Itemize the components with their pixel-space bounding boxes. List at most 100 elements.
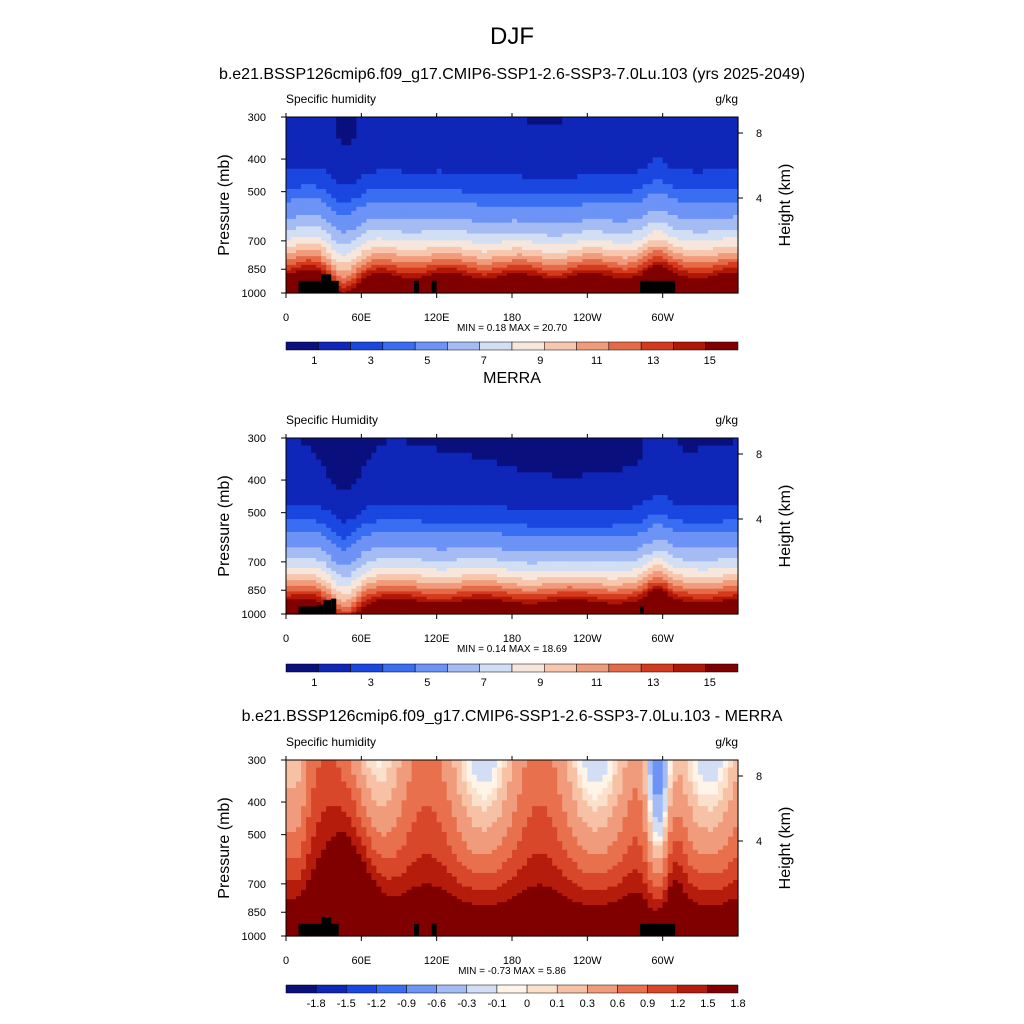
- field-cell: [326, 230, 332, 235]
- field-cell: [667, 145, 674, 152]
- colorbar-swatch: [576, 341, 610, 351]
- field-cell: [446, 445, 453, 454]
- field-cell: [296, 489, 302, 496]
- colorbar-swatch: [414, 341, 448, 351]
- field-cell: [361, 240, 367, 245]
- field-cell: [451, 290, 458, 294]
- field-cell: [476, 495, 483, 501]
- field-cell: [446, 438, 453, 447]
- field-cell: [296, 478, 302, 485]
- field-cell: [622, 495, 629, 501]
- field-cell: [517, 275, 523, 279]
- field-cell: [512, 226, 518, 231]
- field-cell: [512, 230, 518, 235]
- field-cell: [491, 278, 498, 282]
- field-cell: [707, 495, 714, 501]
- field-cell: [642, 495, 649, 501]
- field-cell: [552, 267, 558, 272]
- field-cell: [592, 218, 598, 224]
- field-cell: [471, 472, 478, 479]
- field-cell: [356, 283, 362, 287]
- field-cell: [652, 270, 659, 274]
- field-cell: [712, 117, 719, 126]
- field-cell: [627, 184, 634, 190]
- field-cell: [301, 259, 307, 263]
- field-cell: [301, 230, 307, 235]
- field-cell: [456, 452, 463, 461]
- field-cell: [491, 157, 498, 164]
- field-cell: [421, 290, 428, 294]
- field-cell: [336, 174, 342, 180]
- field-cell: [562, 193, 568, 199]
- field-cell: [567, 131, 573, 140]
- field-cell: [592, 484, 598, 491]
- field-cell: [426, 290, 433, 294]
- field-cell: [416, 188, 423, 195]
- field-cell: [707, 151, 714, 158]
- field-cell: [577, 124, 583, 133]
- field-cell: [351, 267, 357, 272]
- field-cell: [667, 278, 674, 282]
- field-cell: [707, 240, 714, 245]
- field-cell: [361, 188, 367, 195]
- field-cell: [461, 193, 468, 199]
- field-cell: [291, 484, 297, 491]
- field-cell: [291, 233, 297, 238]
- field-cell: [672, 226, 679, 231]
- field-cell: [331, 250, 337, 254]
- field-cell: [722, 168, 729, 175]
- field-cell: [642, 246, 649, 251]
- field-cell: [702, 243, 709, 248]
- field-cell: [682, 163, 689, 170]
- field-cell: [471, 202, 478, 208]
- field-cell: [622, 484, 629, 491]
- field-cell: [667, 151, 674, 158]
- field-cell: [431, 264, 438, 269]
- field-cell: [306, 193, 312, 199]
- field-cell: [496, 278, 503, 282]
- field-cell: [396, 198, 403, 204]
- field-cell: [677, 270, 684, 274]
- field-cell: [336, 206, 342, 212]
- field-cell: [512, 138, 518, 146]
- field-cell: [456, 214, 463, 220]
- field-cell: [376, 253, 383, 257]
- field-cell: [512, 290, 518, 294]
- field-cell: [687, 226, 694, 231]
- field-cell: [722, 124, 729, 133]
- field-cell: [426, 278, 433, 282]
- field-cell: [441, 495, 448, 501]
- field-cell: [491, 206, 498, 212]
- field-cell: [682, 288, 689, 292]
- field-cell: [567, 218, 573, 224]
- field-cell: [451, 253, 458, 257]
- field-cell: [607, 233, 614, 238]
- field-cell: [466, 264, 473, 269]
- field-cell: [647, 218, 654, 224]
- field-cell: [717, 117, 724, 126]
- field-cell: [692, 243, 699, 248]
- field-cell: [496, 253, 503, 257]
- field-cell: [381, 184, 388, 190]
- field-cell: [466, 459, 473, 467]
- field: [286, 117, 739, 294]
- field-cell: [441, 193, 448, 199]
- field-cell: [657, 124, 664, 133]
- field-cell: [486, 138, 493, 146]
- field-cell: [321, 250, 327, 254]
- field-cell: [361, 478, 367, 485]
- field-cell: [527, 285, 533, 289]
- field-cell: [331, 445, 337, 454]
- field-cell: [346, 489, 352, 496]
- field-cell: [486, 264, 493, 269]
- field-cell: [567, 466, 573, 473]
- field-cell: [326, 202, 332, 208]
- field-cell: [707, 226, 714, 231]
- field-cell: [612, 262, 619, 266]
- field-cell: [627, 262, 634, 266]
- field-cell: [366, 222, 372, 227]
- field-cell: [607, 222, 614, 227]
- field-cell: [461, 218, 468, 224]
- field-cell: [562, 240, 568, 245]
- field-cell: [607, 184, 614, 190]
